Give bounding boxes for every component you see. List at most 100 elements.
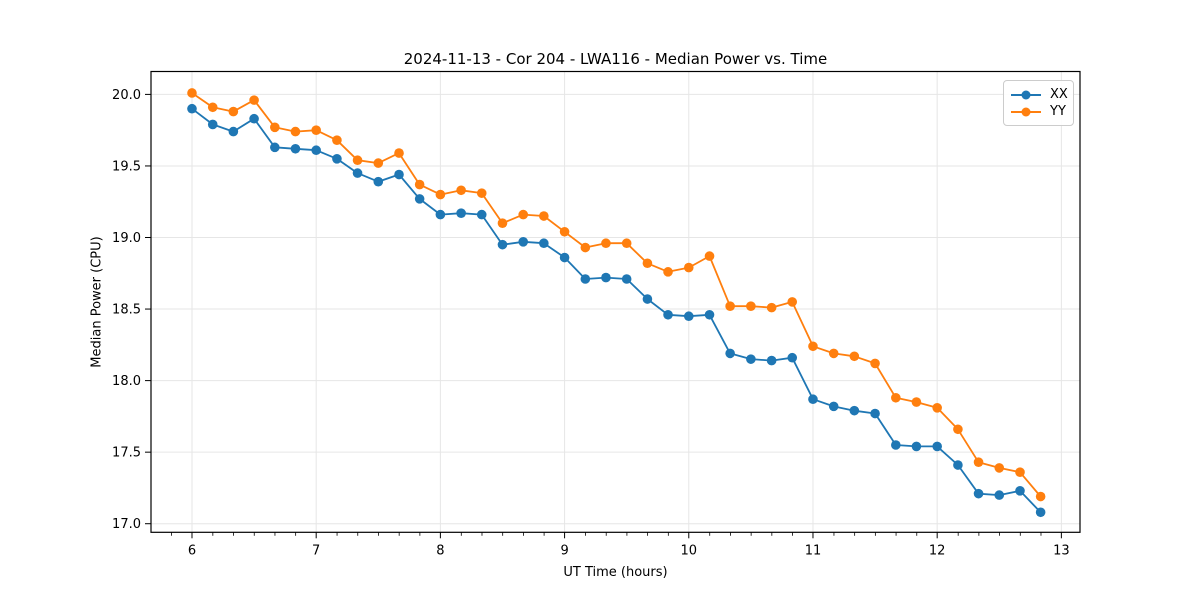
data-point-YY: [663, 267, 673, 277]
y-tick-label: 18.0: [112, 374, 141, 389]
data-point-XX: [207, 119, 218, 130]
y-tick-label: 19.5: [112, 159, 141, 174]
data-point-YY: [621, 238, 632, 249]
data-point-YY: [828, 348, 839, 359]
data-point-XX: [870, 408, 880, 419]
data-point-XX: [539, 238, 549, 249]
data-point-YY: [601, 238, 611, 249]
data-point-YY: [559, 226, 570, 237]
data-point-XX: [828, 401, 839, 412]
legend: XX YY: [1003, 80, 1074, 126]
data-point-XX: [663, 309, 673, 320]
data-point-YY: [332, 135, 342, 145]
data-point-XX: [808, 394, 818, 405]
data-point-YY: [373, 158, 384, 168]
data-point-XX: [435, 209, 446, 220]
data-point-XX: [932, 441, 942, 452]
data-point-XX: [953, 460, 963, 470]
data-point-XX: [704, 309, 715, 320]
x-tick-label: 6: [188, 543, 196, 558]
data-point-YY: [725, 301, 735, 311]
data-point-XX: [787, 352, 798, 363]
legend-label: XX: [1050, 87, 1068, 102]
data-point-YY: [808, 341, 818, 352]
data-point-XX: [1035, 507, 1046, 518]
data-point-XX: [270, 142, 280, 153]
data-point-XX: [476, 209, 487, 220]
data-point-YY: [642, 258, 653, 269]
legend-entry-xx: XX: [1011, 86, 1068, 103]
legend-marker-icon: [1021, 107, 1031, 116]
data-point-YY: [518, 209, 529, 220]
data-point-YY: [953, 424, 963, 435]
data-point-XX: [994, 490, 1005, 500]
data-point-YY: [249, 95, 259, 105]
data-point-YY: [352, 155, 363, 166]
x-tick-label: 7: [312, 543, 320, 558]
data-point-YY: [228, 106, 239, 117]
y-axis-label: Median Power (CPU): [89, 236, 105, 368]
data-point-YY: [911, 397, 922, 407]
data-point-XX: [559, 252, 570, 263]
data-point-YY: [870, 358, 880, 369]
legend-marker-icon: [1021, 90, 1031, 99]
data-point-YY: [973, 457, 984, 467]
data-point-YY: [394, 148, 404, 158]
data-point-XX: [891, 440, 901, 450]
y-tick-label: 18.5: [112, 303, 141, 318]
data-point-YY: [891, 392, 901, 403]
data-point-XX: [746, 354, 756, 364]
data-point-YY: [683, 262, 694, 273]
x-tick-label: 11: [805, 543, 822, 558]
data-point-YY: [932, 402, 942, 413]
data-point-YY: [580, 242, 591, 253]
data-point-XX: [911, 441, 922, 452]
data-point-XX: [332, 153, 342, 164]
legend-line-sample-icon: [1011, 90, 1041, 99]
data-point-YY: [435, 189, 446, 200]
chart-title: 2024-11-13 - Cor 204 - LWA116 - Median P…: [403, 50, 828, 68]
data-point-XX: [249, 113, 259, 124]
data-point-XX: [518, 236, 529, 247]
data-point-YY: [497, 218, 508, 228]
data-point-YY: [270, 122, 280, 133]
x-tick-label: 10: [681, 543, 698, 558]
data-point-YY: [414, 179, 425, 190]
data-point-YY: [766, 302, 777, 313]
data-point-XX: [228, 126, 239, 137]
y-tick-label: 17.0: [112, 517, 141, 532]
data-point-YY: [994, 463, 1005, 473]
x-tick-label: 13: [1053, 543, 1070, 558]
data-point-XX: [394, 169, 404, 180]
data-point-XX: [311, 145, 321, 156]
data-point-YY: [311, 125, 321, 135]
data-point-XX: [456, 208, 466, 218]
y-tick-label: 20.0: [112, 88, 141, 103]
y-tick-label: 17.5: [112, 446, 141, 461]
legend-label: YY: [1050, 104, 1066, 119]
data-point-XX: [373, 176, 384, 187]
data-point-XX: [414, 194, 425, 204]
data-point-XX: [187, 103, 197, 114]
y-tick-label: 19.0: [112, 231, 141, 246]
data-point-XX: [1015, 485, 1025, 496]
legend-line-sample-icon: [1011, 107, 1041, 116]
data-point-XX: [621, 274, 632, 284]
data-point-XX: [973, 488, 984, 499]
data-point-YY: [476, 188, 487, 198]
data-point-YY: [539, 211, 549, 221]
data-point-XX: [580, 274, 591, 284]
data-point-XX: [497, 239, 508, 250]
data-point-YY: [849, 351, 860, 362]
data-point-YY: [1015, 467, 1025, 477]
data-point-XX: [352, 168, 363, 178]
data-point-XX: [290, 143, 301, 154]
data-point-YY: [1035, 491, 1046, 502]
x-tick-label: 9: [560, 543, 568, 558]
data-point-YY: [456, 185, 466, 196]
data-point-YY: [787, 297, 798, 307]
data-point-XX: [766, 355, 777, 366]
data-point-YY: [746, 301, 756, 311]
